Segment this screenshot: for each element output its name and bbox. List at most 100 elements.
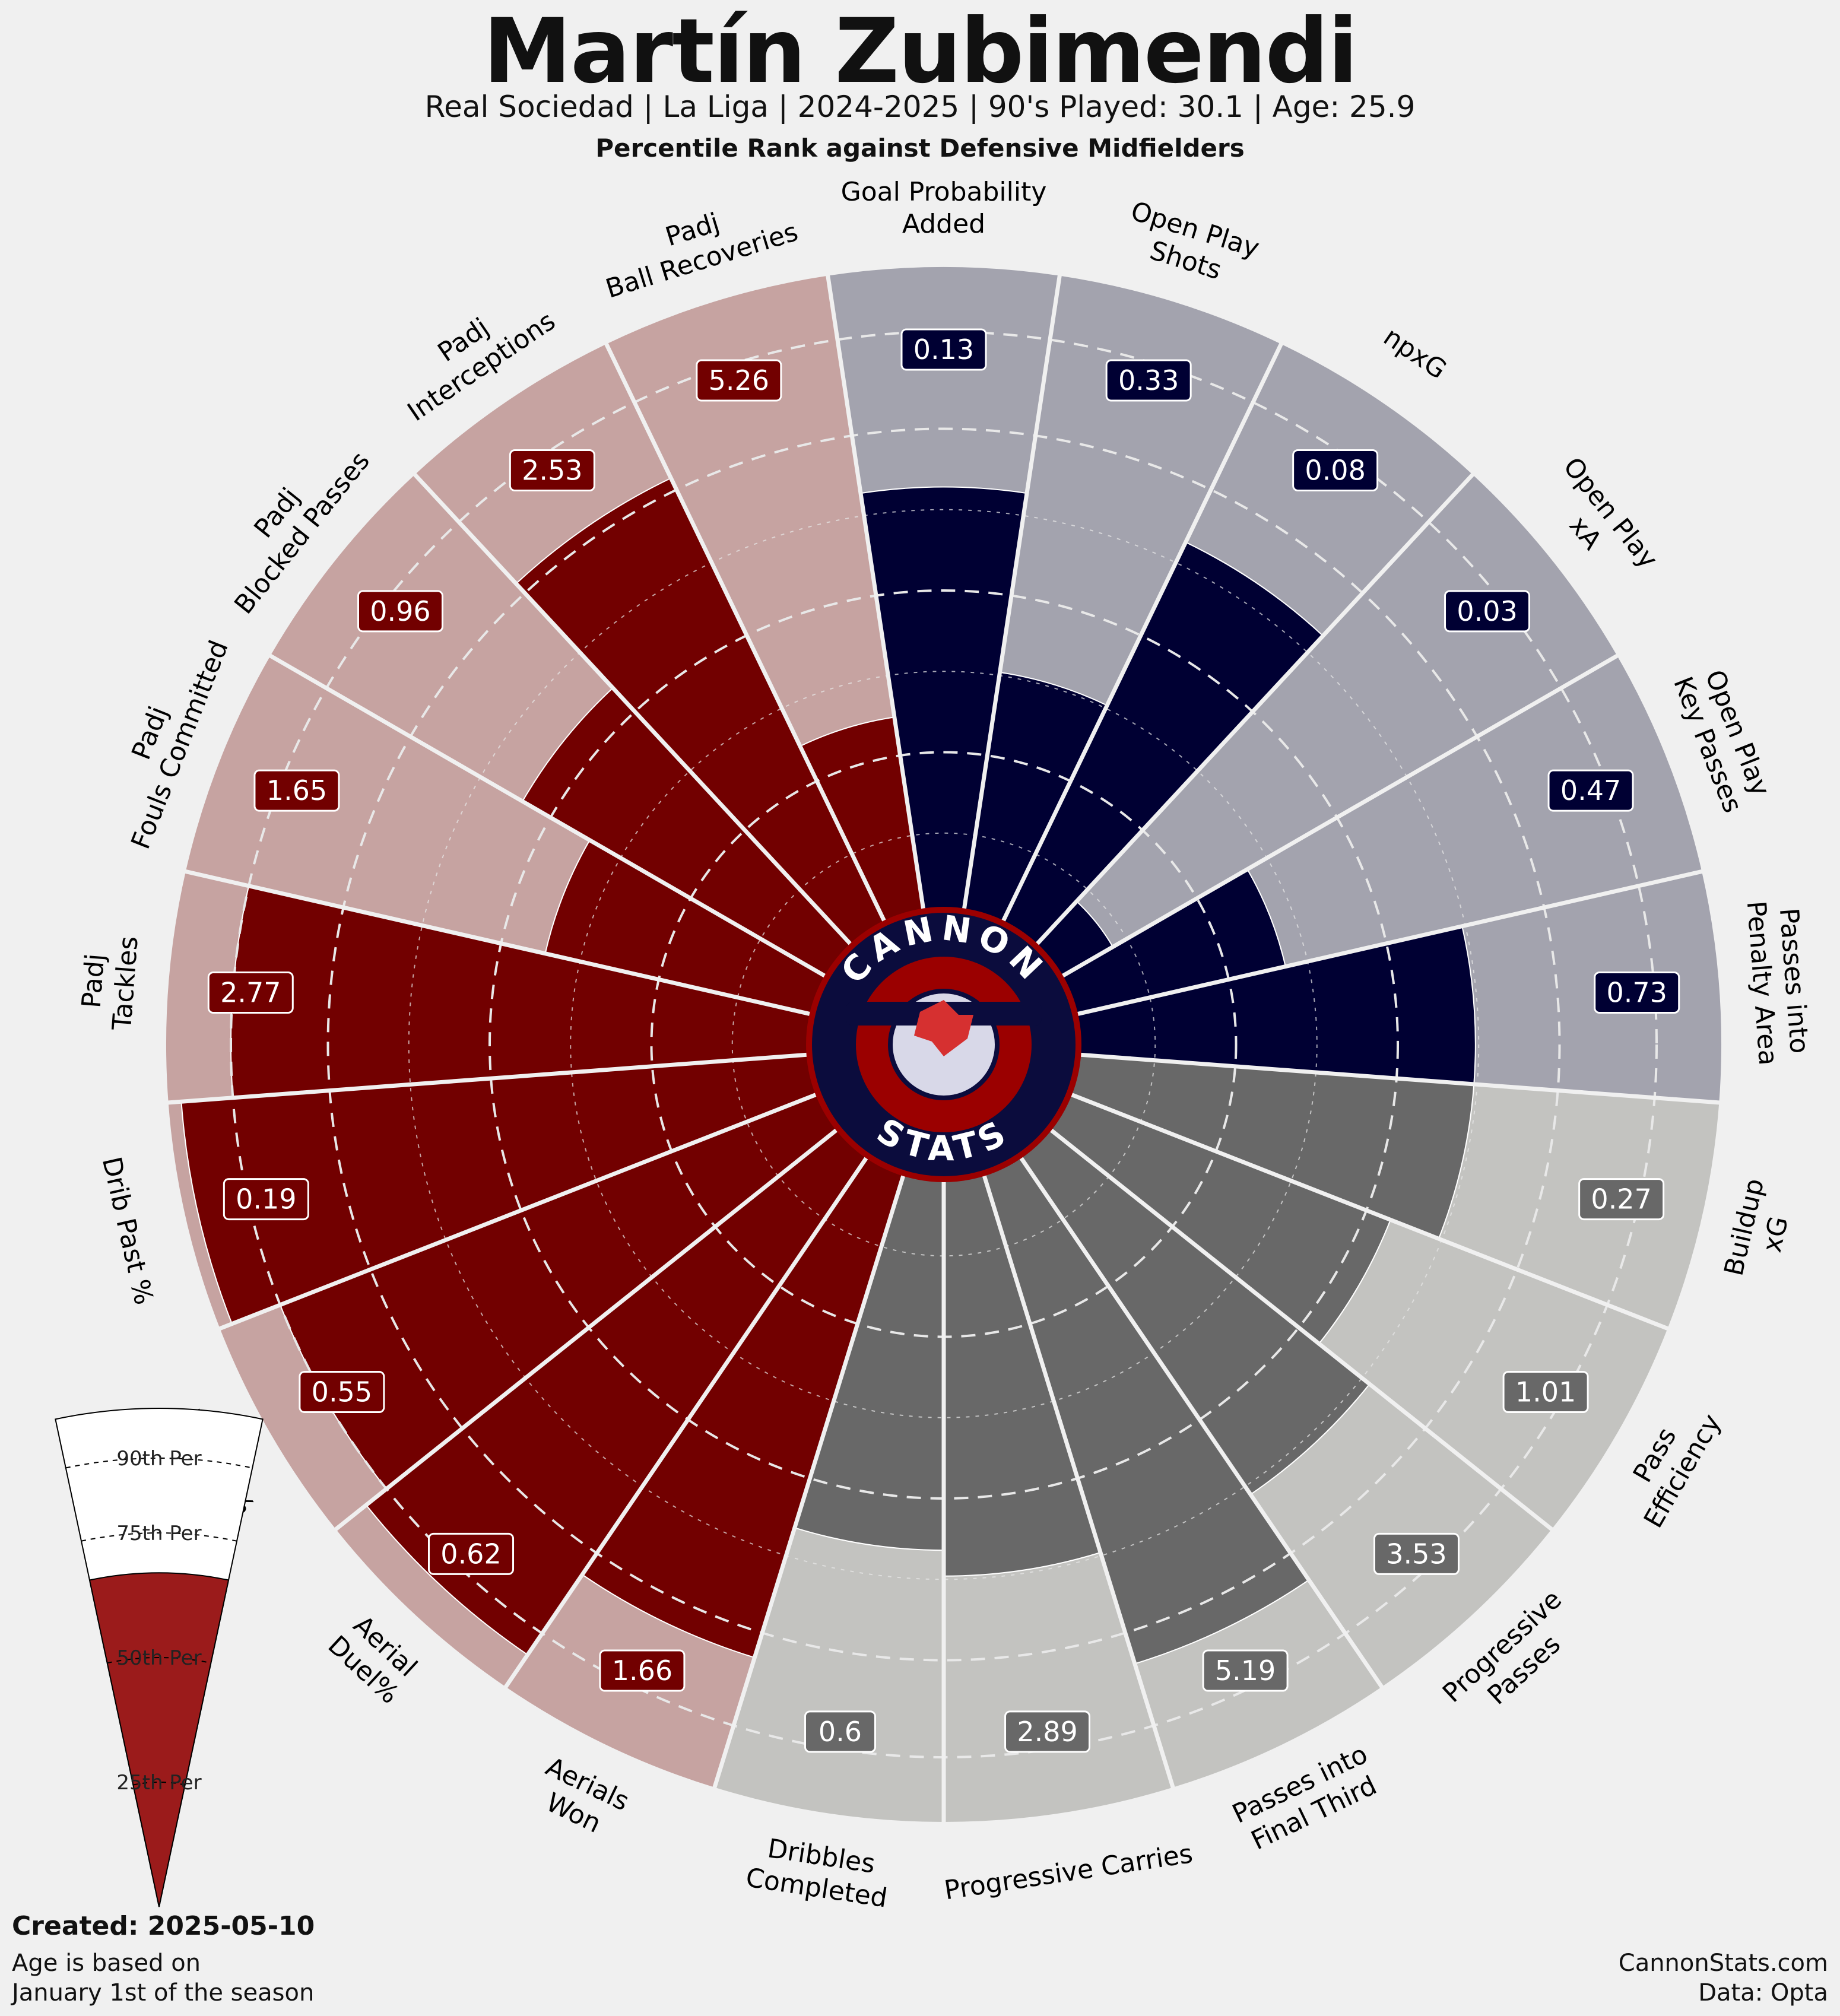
value-label: 0.47 [1547, 769, 1634, 812]
value-label: 1.01 [1502, 1371, 1589, 1413]
slice-divider [825, 271, 927, 916]
value-label: 0.27 [1578, 1178, 1665, 1221]
slice-divider [1070, 868, 1707, 1018]
value-text: 0.96 [370, 595, 430, 627]
legend-ring [133, 1782, 185, 1786]
value-label: 0.08 [1292, 449, 1379, 491]
category-label: BuildupxG [1718, 1176, 1801, 1285]
slice-divider [163, 1052, 814, 1105]
value-text: 0.55 [312, 1376, 372, 1408]
category-label: Drib Past % [96, 1154, 159, 1308]
slice-divider [1074, 1052, 1724, 1105]
category-label: AerialsWon [527, 1751, 634, 1846]
legend-label: 25th Per [116, 1771, 201, 1795]
value-text: 1.66 [612, 1655, 672, 1687]
value-text: 5.19 [1215, 1655, 1276, 1687]
created-date: Created: 2025-05-10 [12, 1911, 315, 1941]
value-text: 0.19 [236, 1183, 296, 1215]
slice-divider [1064, 1090, 1673, 1332]
value-label: 0.55 [299, 1371, 385, 1413]
category-label: PadjTackles [75, 933, 144, 1032]
value-label: 2.77 [207, 971, 294, 1014]
reference-ring [326, 427, 1561, 1662]
category-label: npxG [1378, 322, 1452, 385]
value-label: 1.65 [253, 769, 340, 812]
value-text: 2.89 [1017, 1716, 1077, 1748]
legend-fill [88, 1572, 230, 1907]
value-label: 5.26 [696, 359, 782, 402]
value-text: 0.73 [1607, 976, 1667, 1008]
category-label: DribblesCompleted [744, 1831, 894, 1914]
value-text: 0.6 [819, 1716, 862, 1748]
value-text: 3.53 [1386, 1538, 1446, 1570]
value-label: 0.33 [1105, 359, 1192, 402]
slice-divider [1055, 651, 1623, 982]
minor-ring [408, 509, 1480, 1580]
value-text: 0.13 [913, 334, 974, 366]
category-label: PadjBall Recoveries [593, 186, 802, 304]
legend-label: 50th Per [116, 1646, 201, 1670]
category-label: Open PlayKey Passes [1667, 661, 1778, 817]
legend-ring [81, 1532, 237, 1542]
slice-divider [331, 1124, 843, 1534]
slice-divider [1031, 469, 1478, 951]
category-label: Open PlayShots [1118, 196, 1262, 294]
slice-divider [998, 339, 1286, 928]
value-text: 0.27 [1591, 1183, 1651, 1215]
value-label: 0.96 [357, 590, 443, 633]
player-subtitle: Real Sociedad | La Liga | 2024-2025 | 90… [424, 90, 1416, 124]
value-label: 0.73 [1594, 971, 1680, 1014]
player-title: Martín Zubimendi [483, 0, 1359, 103]
value-text: 0.47 [1560, 774, 1621, 807]
slice-divider [711, 1169, 908, 1793]
value-labels: 0.13 0.33 0.08 0.03 0.47 0.73 0.27 1.01 3.53 5.19… [207, 328, 1680, 1753]
legend-ring [65, 1457, 253, 1469]
value-text: 1.65 [267, 774, 327, 807]
credits: CannonStats.com Data: Opta [1618, 1950, 1828, 2007]
value-text: 2.77 [220, 976, 281, 1008]
value-label: 0.62 [428, 1532, 515, 1575]
slice-divider [1044, 1124, 1557, 1534]
value-text: 0.33 [1118, 364, 1179, 396]
slice-divider [501, 1151, 872, 1692]
value-label: 5.19 [1202, 1649, 1289, 1692]
category-label: PassEfficiency [1610, 1393, 1727, 1533]
slice-divider [180, 868, 817, 1018]
legend-label: 90th Per [116, 1447, 201, 1471]
slice-divider [214, 1090, 823, 1332]
value-label: 0.03 [1444, 590, 1531, 633]
value-label: 0.13 [900, 328, 987, 371]
slice-divider [961, 271, 1062, 916]
star-icon [914, 1000, 973, 1056]
value-text: 0.08 [1305, 454, 1365, 486]
category-label: Progressive Carries [943, 1839, 1195, 1906]
comparison-subtitle: Percentile Rank against Defensive Midfie… [595, 134, 1245, 163]
value-label: 0.6 [804, 1710, 876, 1753]
value-text: 0.03 [1457, 595, 1517, 627]
minor-ring [570, 671, 1318, 1418]
value-label: 3.53 [1373, 1532, 1460, 1575]
chart-slices [166, 267, 1721, 1822]
slice-divider [410, 469, 856, 951]
slice-divider [265, 651, 832, 982]
value-text: 5.26 [709, 364, 769, 396]
slice-dividers [163, 271, 1724, 1827]
value-text: 1.01 [1515, 1376, 1576, 1408]
category-label: AerialDuel% [322, 1607, 427, 1710]
value-label: 1.66 [599, 1649, 686, 1692]
category-label: Passes intoPenalty Area [1741, 897, 1815, 1066]
value-label: 2.53 [509, 449, 595, 491]
slice-divider [1016, 1151, 1387, 1692]
value-label: 2.89 [1004, 1710, 1091, 1753]
slice-divider [602, 339, 889, 928]
category-label: Goal Probability Added [841, 177, 1047, 239]
minor-ring [731, 832, 1156, 1257]
legend-ring [107, 1657, 211, 1664]
slice-divider [980, 1169, 1176, 1793]
value-text: 2.53 [522, 454, 582, 486]
age-note: Age is based on January 1st of the seaso… [12, 1950, 315, 2007]
value-text: 0.62 [440, 1538, 501, 1570]
legend-label: 75th Per [116, 1522, 201, 1545]
